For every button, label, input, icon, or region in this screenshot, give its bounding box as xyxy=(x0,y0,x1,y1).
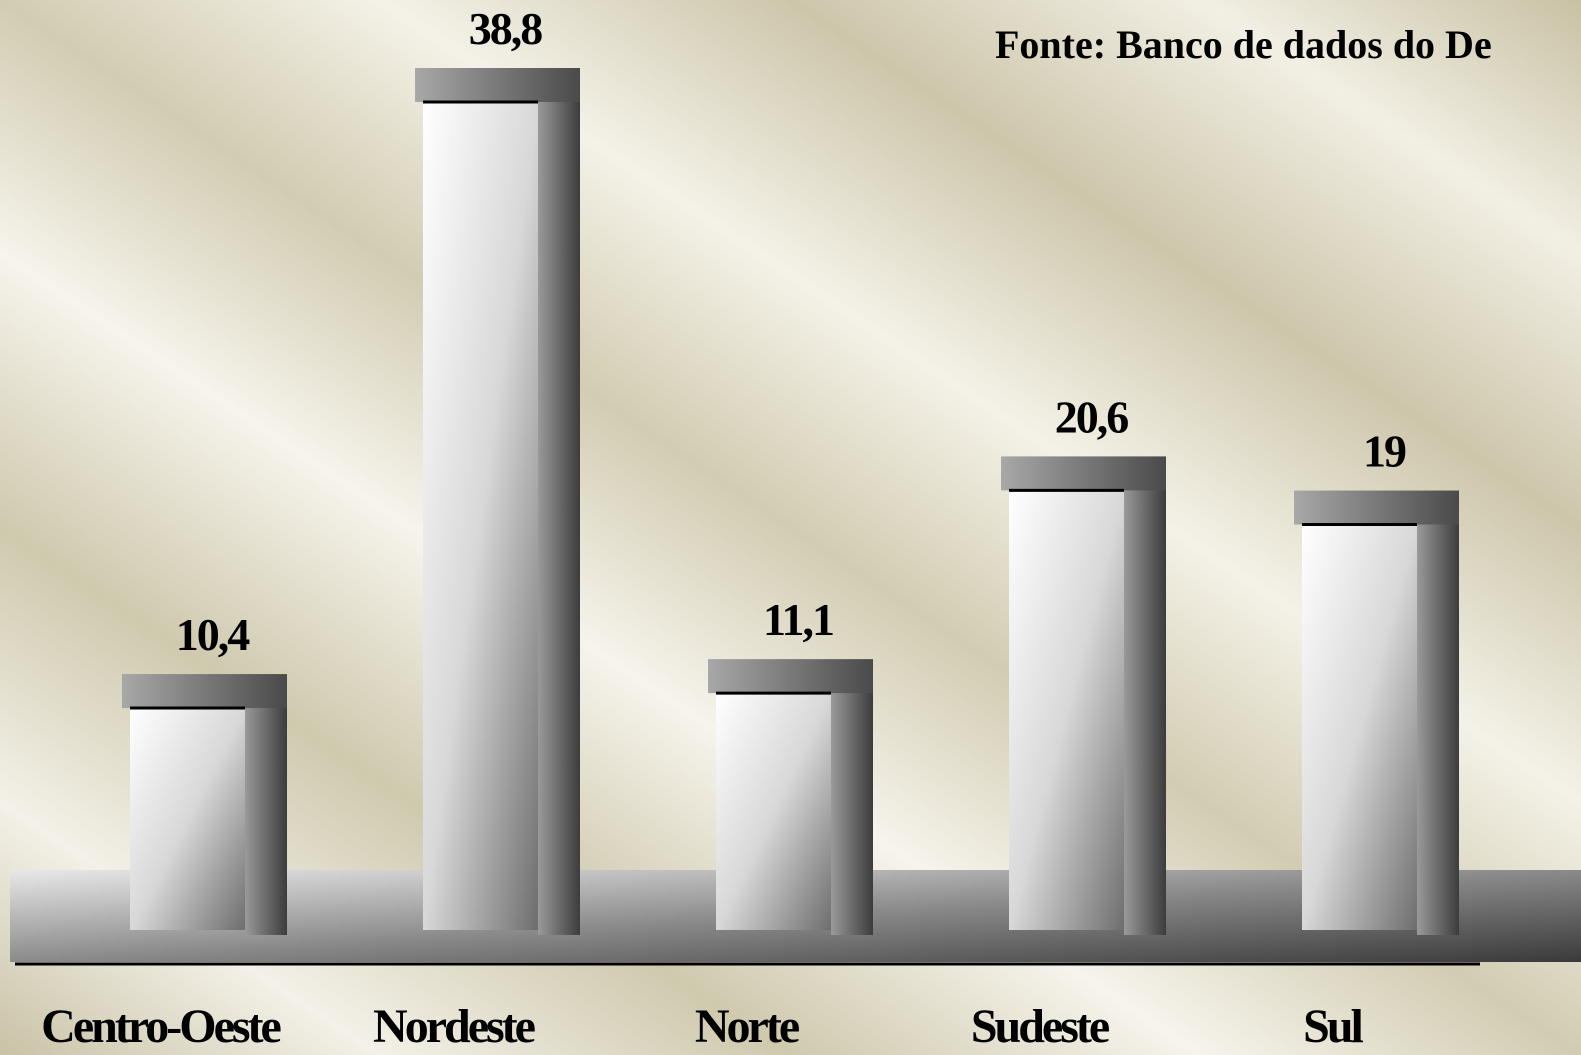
bar-front xyxy=(716,693,831,930)
x-tick-label: Centro-Oeste xyxy=(41,1000,281,1053)
bar-cap xyxy=(415,68,580,102)
source: Fonte: Banco de dados do De xyxy=(995,22,1492,67)
bar xyxy=(415,68,580,935)
bar xyxy=(708,659,873,935)
bar-side xyxy=(1124,462,1166,935)
x-tick-label: Norte xyxy=(695,1000,800,1053)
x-tick-label: Sudeste xyxy=(971,1000,1110,1053)
bar-cap xyxy=(122,674,287,709)
bar-front xyxy=(1009,490,1124,930)
bar-cap xyxy=(708,659,873,694)
bar-side xyxy=(245,680,287,935)
x-tick-label: Sul xyxy=(1303,1000,1363,1053)
bar xyxy=(1001,456,1166,935)
bar-front xyxy=(423,102,538,930)
x-tick-label: Nordeste xyxy=(373,1000,536,1053)
value-label: 38,8 xyxy=(469,3,543,54)
bar-side xyxy=(538,74,580,935)
value-label: 19 xyxy=(1363,426,1406,477)
bar xyxy=(1294,490,1459,935)
bar-front xyxy=(1302,524,1417,930)
bar-cap xyxy=(1294,490,1459,525)
value-label: 10,4 xyxy=(176,609,251,660)
bar xyxy=(122,674,287,935)
value-label: 11,1 xyxy=(763,594,833,645)
bar-front xyxy=(130,708,245,930)
bar-side xyxy=(1417,496,1459,935)
bar-cap xyxy=(1001,456,1166,491)
bar-side xyxy=(831,665,873,935)
value-label: 20,6 xyxy=(1055,391,1129,442)
